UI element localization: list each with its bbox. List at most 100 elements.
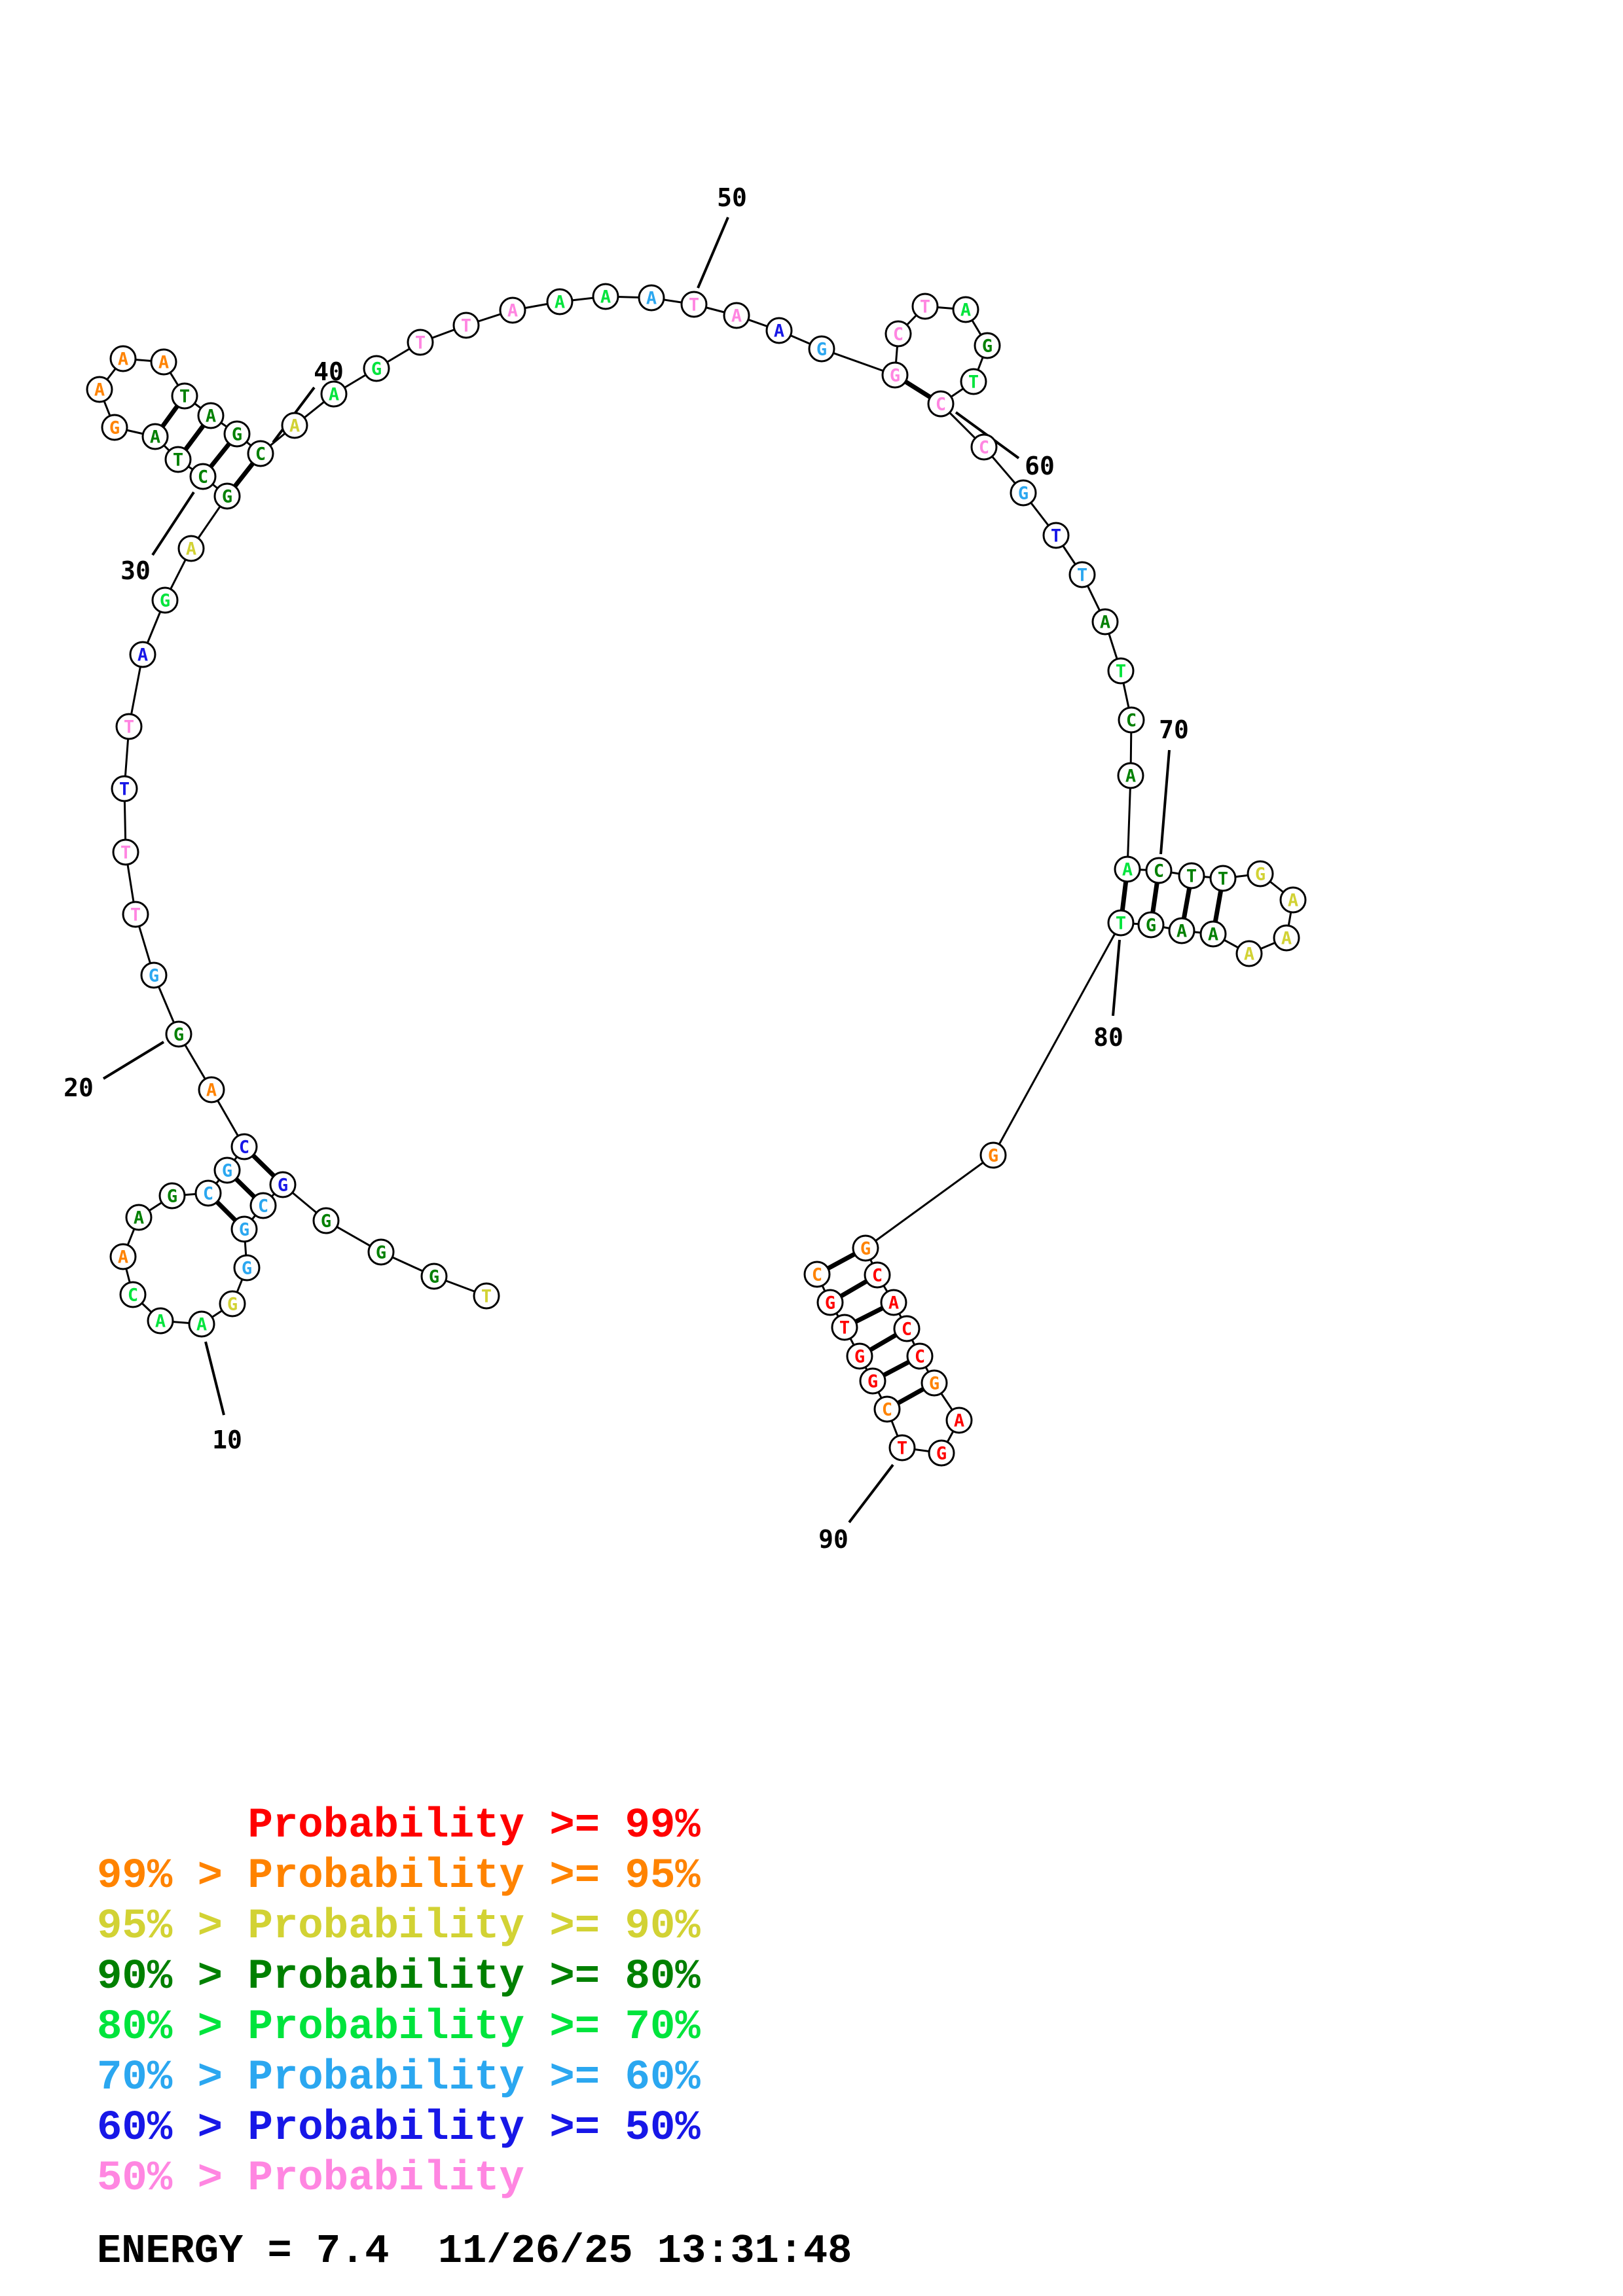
nucleotide-circle-53 xyxy=(808,335,835,363)
nucleotide-circle-67 xyxy=(1118,706,1145,734)
nucleotide-circle-15 xyxy=(158,1182,186,1210)
base-letter-34: A xyxy=(94,380,105,401)
nucleotide-circle-48 xyxy=(592,283,619,310)
base-letter-57: A xyxy=(960,300,971,321)
nucleotide-circle-45 xyxy=(452,312,480,339)
nucleotide-circle-43 xyxy=(363,355,390,382)
base-letter-89: G xyxy=(936,1444,947,1464)
base-letter-62: G xyxy=(1018,484,1029,504)
legend-line-1: 99% > Probability >= 95% xyxy=(97,1853,701,1900)
nucleotide-circle-3 xyxy=(367,1238,395,1266)
base-letter-72: T xyxy=(1218,869,1228,889)
nucleotide-circle-65 xyxy=(1091,608,1119,636)
base-letter-71: T xyxy=(1186,867,1197,887)
base-letter-8: G xyxy=(242,1259,252,1279)
base-letter-64: T xyxy=(1077,565,1087,586)
base-letter-37: T xyxy=(179,387,190,407)
nucleotide-circle-91 xyxy=(873,1395,901,1423)
base-letter-6: C xyxy=(258,1196,268,1217)
nucleotide-circle-69 xyxy=(1114,855,1141,883)
nucleotide-circle-56 xyxy=(911,293,939,320)
nucleotide-circle-80 xyxy=(1107,909,1135,937)
leader-line-70 xyxy=(1159,749,1171,855)
leader-line-20 xyxy=(102,1041,165,1080)
nucleotide-circle-42 xyxy=(320,380,348,408)
base-letter-95: G xyxy=(825,1293,835,1314)
base-letter-85: C xyxy=(902,1319,912,1340)
nucleotide-circle-27 xyxy=(151,586,179,614)
legend-line-6: 60% > Probability >= 50% xyxy=(97,2105,701,2152)
base-letter-96: C xyxy=(812,1265,822,1285)
nucleotide-circle-47 xyxy=(546,288,574,315)
position-label-60: 60 xyxy=(1025,452,1055,480)
nucleotide-circle-87 xyxy=(921,1369,948,1397)
base-letter-63: T xyxy=(1051,526,1061,547)
base-letter-22: T xyxy=(130,905,141,925)
base-letter-47: A xyxy=(555,293,565,313)
nucleotide-circle-23 xyxy=(112,838,139,866)
nucleotide-circle-74 xyxy=(1279,886,1307,914)
base-letter-26: A xyxy=(137,645,148,666)
nucleotide-circle-20 xyxy=(165,1020,192,1048)
nucleotide-circle-21 xyxy=(140,961,168,989)
base-letter-3: G xyxy=(376,1243,386,1263)
base-letter-44: T xyxy=(415,333,426,353)
base-letter-12: C xyxy=(128,1285,138,1306)
base-letter-84: A xyxy=(888,1293,899,1314)
base-letter-65: A xyxy=(1100,613,1110,633)
backbone-bond xyxy=(1126,775,1132,870)
base-letter-14: A xyxy=(134,1208,144,1229)
nucleotide-circle-31 xyxy=(164,446,192,473)
base-letter-52: A xyxy=(774,321,784,342)
base-letter-35: A xyxy=(118,350,128,370)
base-letter-29: G xyxy=(222,487,232,507)
nucleotide-circle-94 xyxy=(831,1314,858,1341)
base-letter-68: A xyxy=(1125,766,1136,787)
nucleotide-circle-96 xyxy=(803,1261,831,1288)
base-letter-82: G xyxy=(860,1239,871,1259)
base-letter-74: A xyxy=(1288,891,1298,911)
base-letter-80: T xyxy=(1116,914,1126,934)
nucleotide-circle-35 xyxy=(109,345,137,372)
base-letter-30: C xyxy=(198,467,208,488)
nucleotide-circle-19 xyxy=(198,1076,225,1103)
base-letter-86: C xyxy=(915,1347,925,1367)
nucleotide-circle-57 xyxy=(952,296,979,323)
nucleotide-circle-71 xyxy=(1178,862,1205,889)
legend-line-7: 50% > Probability xyxy=(97,2155,524,2202)
nucleotide-circle-9 xyxy=(219,1290,246,1318)
legend-line-3: 90% > Probability >= 80% xyxy=(97,1954,701,2001)
nucleotide-circle-70 xyxy=(1145,857,1173,884)
base-letter-76: A xyxy=(1244,944,1254,965)
nucleotide-circle-63 xyxy=(1042,522,1070,549)
base-letter-23: T xyxy=(120,843,131,863)
nucleotide-circle-11 xyxy=(147,1307,174,1335)
base-letter-19: A xyxy=(206,1081,217,1101)
nucleotide-circle-44 xyxy=(407,329,434,356)
nucleotide-circle-40 xyxy=(247,440,274,467)
nucleotide-circle-95 xyxy=(816,1289,844,1316)
base-letter-9: G xyxy=(227,1295,238,1315)
nucleotide-circle-22 xyxy=(122,901,149,928)
nucleotide-circle-54 xyxy=(881,361,909,389)
base-letter-45: T xyxy=(461,316,471,336)
base-letter-70: C xyxy=(1154,861,1164,882)
position-label-40: 40 xyxy=(314,357,344,386)
leader-line-30 xyxy=(151,491,195,556)
nucleotide-circle-34 xyxy=(86,376,113,403)
base-letter-33: G xyxy=(109,418,120,439)
nucleotide-circle-90 xyxy=(888,1434,916,1462)
backbone-bonds xyxy=(98,295,1294,1454)
nucleotide-circle-52 xyxy=(765,317,793,344)
base-letter-49: A xyxy=(646,289,657,309)
base-letter-93: G xyxy=(854,1347,865,1367)
base-letter-21: G xyxy=(149,966,159,986)
nucleotide-circle-76 xyxy=(1235,940,1263,967)
base-letter-83: C xyxy=(872,1266,883,1286)
nucleotide-circle-75 xyxy=(1273,924,1300,952)
nucleotide-circle-39 xyxy=(223,420,251,448)
base-letter-7: G xyxy=(239,1220,249,1240)
base-letter-32: A xyxy=(150,427,160,448)
